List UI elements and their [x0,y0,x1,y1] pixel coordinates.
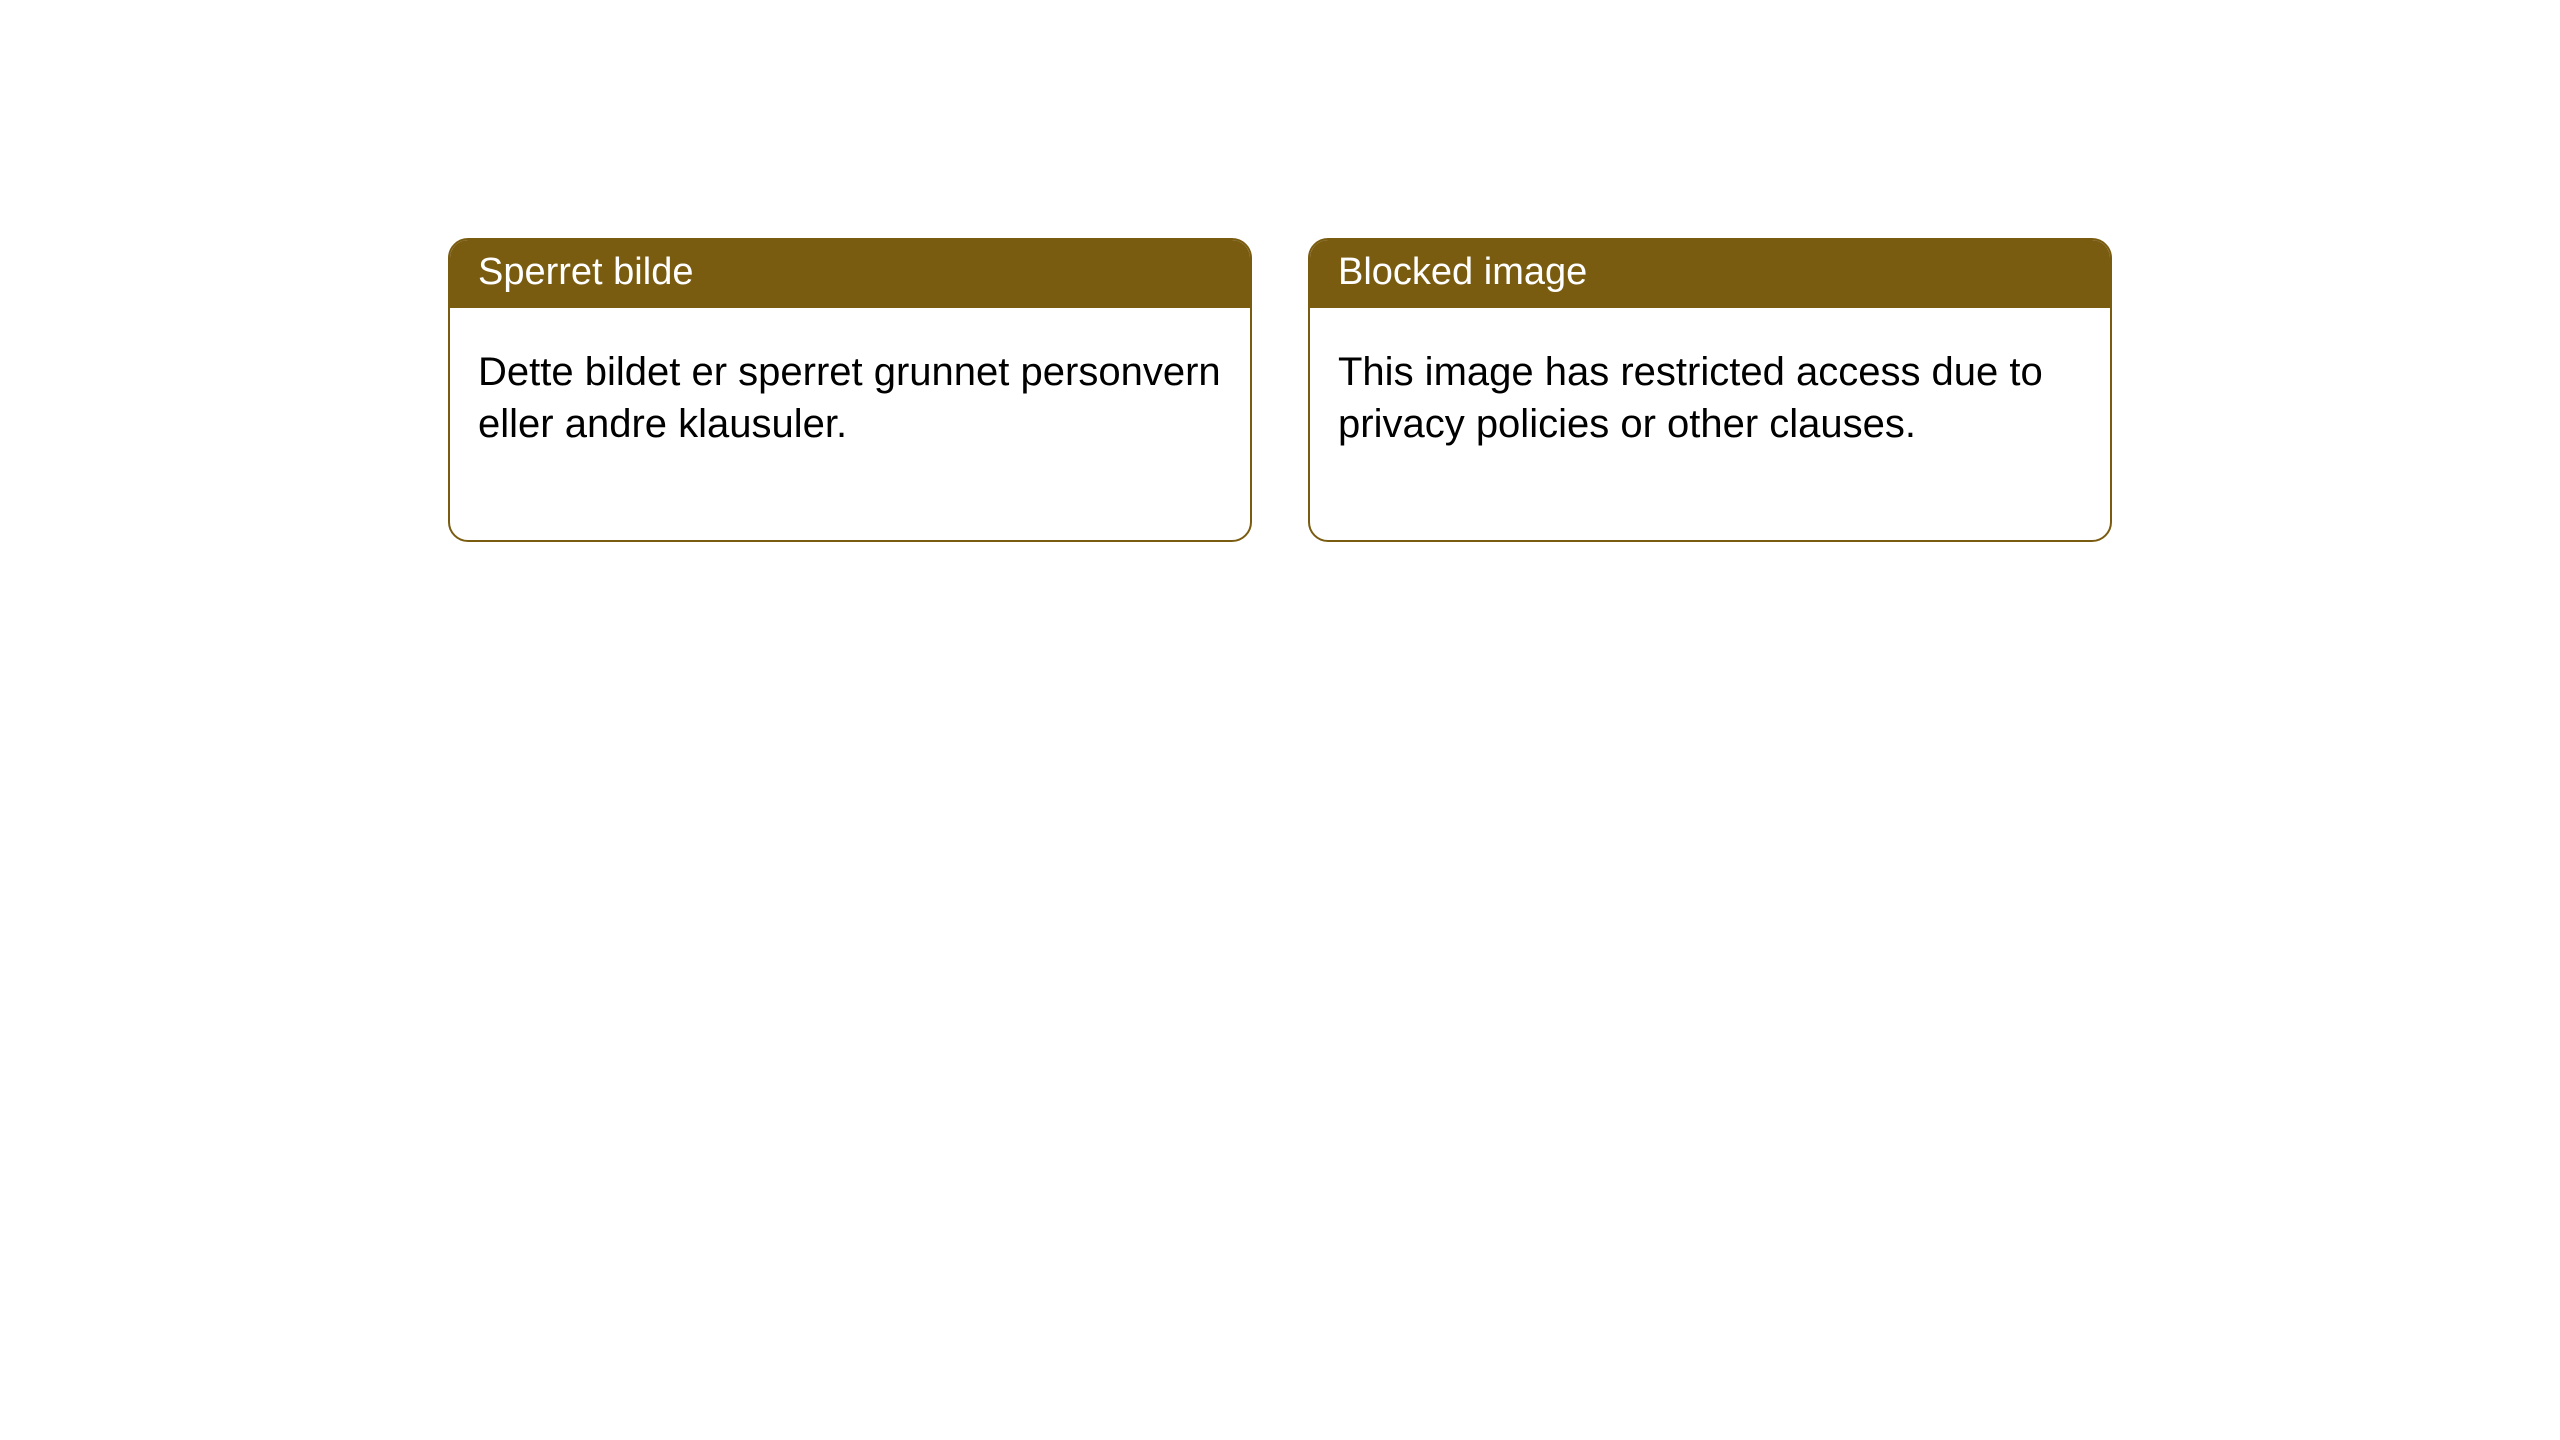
notice-container: Sperret bilde Dette bildet er sperret gr… [0,0,2560,542]
notice-box-english: Blocked image This image has restricted … [1308,238,2112,542]
notice-title-norwegian: Sperret bilde [450,240,1250,308]
notice-body-english: This image has restricted access due to … [1310,308,2110,540]
notice-body-norwegian: Dette bildet er sperret grunnet personve… [450,308,1250,540]
notice-box-norwegian: Sperret bilde Dette bildet er sperret gr… [448,238,1252,542]
notice-title-english: Blocked image [1310,240,2110,308]
